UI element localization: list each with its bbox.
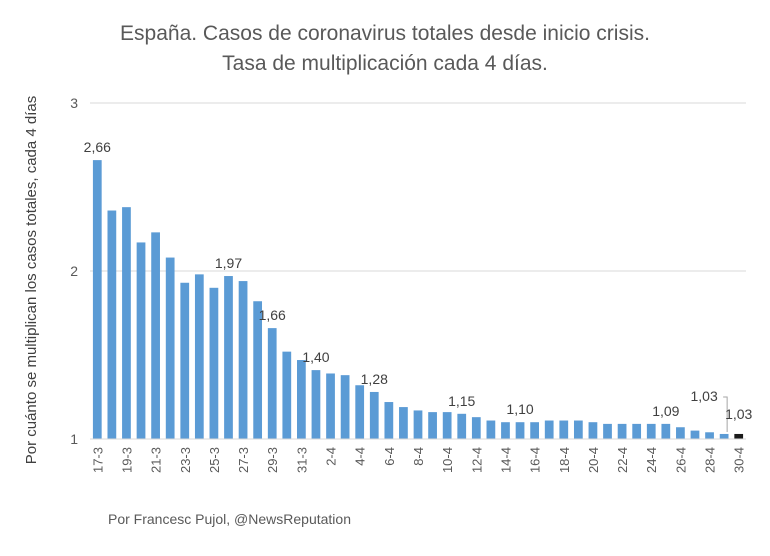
bar (399, 407, 408, 439)
data-label: 1,28 (361, 371, 388, 387)
y-axis-ticks: 1 2 3 (70, 95, 78, 447)
bar (355, 385, 365, 439)
y-tick-label: 3 (70, 95, 78, 111)
x-tick-label: 10-4 (440, 447, 455, 473)
x-tick-label: 19-3 (119, 447, 134, 473)
bar (311, 370, 321, 439)
data-label: 1,97 (215, 255, 242, 271)
bar (282, 351, 292, 439)
bar (603, 423, 612, 439)
bar (428, 412, 437, 439)
y-axis-label: Por cuánto se multiplican los casos tota… (23, 96, 40, 465)
bar (340, 375, 350, 439)
x-tick-label: 29-3 (265, 447, 280, 473)
bar (165, 257, 175, 439)
bar (384, 402, 394, 439)
bar (457, 413, 467, 439)
x-tick-label: 16-4 (528, 447, 543, 473)
chart-title-line1: España. Casos de coronavirus totales des… (120, 22, 650, 45)
bar (646, 423, 656, 439)
bar (471, 417, 481, 439)
bar (107, 210, 117, 439)
y-tick-label: 2 (70, 263, 78, 279)
bar (617, 423, 627, 439)
data-label: 1,10 (506, 401, 533, 417)
chart-title-line2: Tasa de multiplicación cada 4 días. (222, 52, 548, 75)
bar (326, 373, 335, 439)
data-label: 1,15 (448, 393, 475, 409)
x-tick-label: 26-4 (673, 447, 688, 473)
bar (253, 301, 263, 439)
bar (209, 287, 219, 439)
bar (297, 360, 306, 439)
bar (180, 282, 190, 439)
data-labels: 2,66 1,97 1,66 1,40 1,28 1,15 1,10 1,09 1,03 1,03 (84, 139, 753, 432)
data-label-leader (723, 396, 728, 432)
bar (238, 281, 248, 439)
bar (369, 391, 379, 439)
x-tick-label: 30-4 (732, 447, 747, 473)
bar (413, 410, 423, 439)
x-tick-label: 27-3 (236, 447, 251, 473)
bar (573, 420, 583, 439)
data-label: 1,03 (691, 388, 718, 404)
bars (90, 160, 746, 440)
data-label: 1,66 (259, 307, 286, 323)
x-tick-label: 4-4 (353, 447, 368, 466)
x-tick-label: 24-4 (644, 447, 659, 473)
bar (92, 160, 102, 439)
footer-credit: Por Francesc Pujol, @NewsReputation (108, 511, 351, 527)
x-tick-label: 20-4 (586, 447, 601, 473)
bar (136, 242, 146, 439)
x-tick-label: 6-4 (382, 447, 397, 466)
data-label: 2,66 (84, 139, 111, 155)
x-tick-label: 18-4 (557, 447, 572, 473)
bar (224, 276, 233, 439)
bar (122, 207, 131, 439)
x-tick-label: 25-3 (207, 447, 222, 473)
bar (559, 420, 569, 439)
bar (632, 423, 642, 439)
bar (734, 433, 744, 439)
x-tick-label: 28-4 (703, 447, 718, 473)
x-tick-label: 12-4 (469, 447, 484, 473)
bar (442, 412, 452, 439)
x-tick-label: 21-3 (149, 447, 164, 473)
bar (194, 274, 204, 439)
bar (690, 430, 700, 439)
y-tick-label: 1 (70, 431, 78, 447)
x-tick-label: 22-4 (615, 447, 630, 473)
bar (486, 420, 496, 439)
x-tick-label: 23-3 (178, 447, 193, 473)
bar (719, 433, 729, 439)
data-label: 1,03 (725, 406, 752, 422)
bar (151, 232, 160, 439)
bar (661, 423, 671, 439)
bar (501, 422, 510, 439)
data-label: 1,40 (302, 349, 329, 365)
bar (588, 422, 598, 439)
bar (544, 420, 554, 439)
x-tick-label: 17-3 (90, 447, 105, 473)
bar (267, 328, 277, 439)
bar (676, 427, 685, 439)
bar (530, 422, 539, 439)
x-tick-label: 2-4 (324, 447, 339, 466)
x-tick-label: 8-4 (411, 447, 426, 466)
bar (705, 432, 714, 439)
data-label: 1,09 (652, 403, 679, 419)
x-tick-label: 14-4 (498, 447, 513, 473)
x-axis-ticks: 17-3 19-3 21-3 23-3 25-3 27-3 29-3 31-3 2-4 4-4 6-… (90, 447, 746, 473)
x-tick-label: 31-3 (294, 447, 309, 473)
bar (515, 422, 525, 439)
